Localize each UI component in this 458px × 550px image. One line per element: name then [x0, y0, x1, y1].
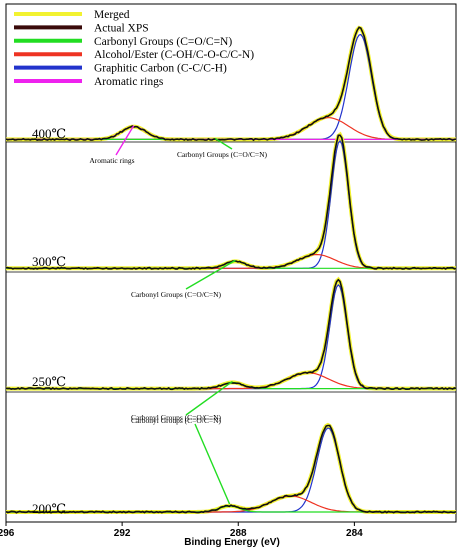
plot-frame: [5, 3, 457, 523]
x-tick-label: 292: [114, 528, 131, 539]
annotation-layer: Aromatic rings Carbonyl Groups (C=O/C=N) C…: [89, 125, 268, 505]
temperature-label: 200℃: [32, 501, 66, 516]
annotation-label: Carbonyl Groups (C=O/C=N): [131, 413, 222, 422]
annotation-label: Carbonyl Groups (C=O/C=N): [131, 290, 222, 299]
temperature-label: 250℃: [32, 374, 66, 389]
x-tick-label: 288: [230, 528, 247, 539]
legend-label: Aromatic rings: [94, 76, 164, 88]
annotation: Carbonyl Groups (C=O/C=N): [131, 380, 233, 425]
annotation-label: Carbonyl Groups (C=O/C=N): [131, 416, 222, 425]
legend-label: Graphitic Carbon (C-C/C-H): [94, 63, 227, 75]
annotation-label: Aromatic rings: [89, 156, 134, 165]
x-tick-label: 284: [346, 528, 363, 539]
temperature-label: 400℃: [32, 126, 66, 141]
annotation: Carbonyl Groups (C=O/C=N): [131, 413, 231, 505]
actual-xps-line: [5, 26, 457, 142]
legend-item: Alcohol/Ester (C-OH/C-O-C/C-N): [14, 49, 254, 61]
temperature-label: 300℃: [32, 254, 66, 269]
legend-label: Alcohol/Ester (C-OH/C-O-C/C-N): [94, 49, 254, 61]
actual-xps-line: [5, 134, 457, 270]
annotation-leader-line: [214, 137, 233, 150]
annotation-label: Carbonyl Groups (C=O/C=N): [177, 150, 268, 159]
x-axis: Binding Energy (eV) 296 292 288 284: [0, 522, 363, 548]
annotation: Carbonyl Groups (C=O/C=N): [177, 137, 268, 159]
legend-item: Graphitic Carbon (C-C/C-H): [14, 63, 227, 75]
annotation-leader-line: [115, 125, 135, 156]
x-tick-label: 296: [0, 528, 15, 539]
panels-layer: 400℃ 300℃ 250℃ 200℃: [5, 3, 457, 523]
x-axis-label: Binding Energy (eV): [184, 537, 280, 548]
annotation-leader-line: [194, 423, 231, 505]
panel-4: 200℃: [5, 422, 457, 516]
annotation-leader-line: [185, 380, 233, 416]
legend-label: Merged: [94, 9, 130, 21]
panel-1: 400℃: [5, 25, 457, 143]
legend-item: Merged: [14, 9, 130, 21]
legend-item: Actual XPS: [14, 22, 149, 34]
annotation: Aromatic rings: [89, 125, 135, 165]
legend-label: Actual XPS: [94, 22, 149, 34]
legend-item: Aromatic rings: [14, 76, 164, 88]
legend-label: Carbonyl Groups (C=O/C=N): [94, 36, 232, 48]
legend-item: Carbonyl Groups (C=O/C=N): [14, 36, 232, 48]
panel-2: 300℃: [5, 131, 457, 273]
actual-xps-line: [5, 424, 457, 514]
annotation: Carbonyl Groups (C=O/C=N): [131, 259, 236, 299]
annotation-leader-line: [185, 259, 236, 290]
